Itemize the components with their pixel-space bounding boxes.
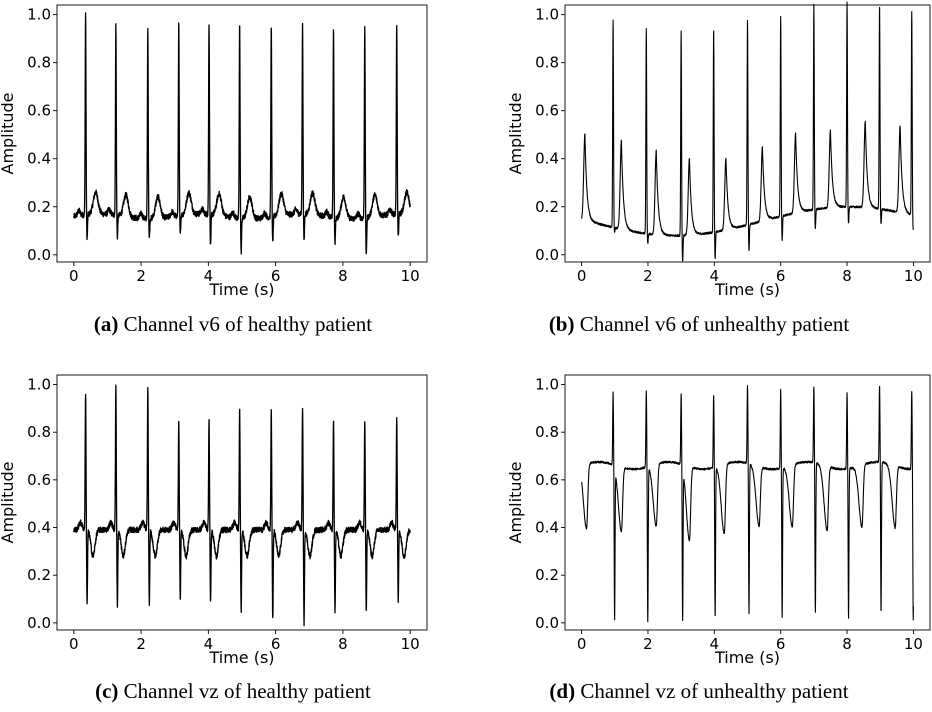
plot-frame-a (56, 4, 428, 263)
x-axis-label-c: Time (s) (208, 648, 274, 667)
y-tick-label-b: 0.6 (535, 102, 559, 120)
y-tick-label-a: 0.8 (27, 54, 51, 72)
y-tick-label-b: 0.2 (535, 198, 559, 216)
y-tick-label-b: 0.8 (535, 54, 559, 72)
y-tick-label-d: 0.6 (535, 471, 559, 489)
x-tick-label-b: 0 (577, 267, 587, 285)
y-axis-label-a: Amplitude (0, 93, 17, 175)
ecg-signal-line-d (581, 385, 914, 623)
caption-b-label: (b) (548, 312, 575, 336)
plot-frame-c (56, 374, 428, 631)
y-axis-label-c: Amplitude (0, 462, 17, 544)
x-axis-label-b: Time (s) (714, 280, 780, 299)
plot-frame-d (564, 374, 931, 631)
y-tick-label-a: 0.4 (27, 150, 51, 168)
x-tick-label-a: 8 (338, 267, 348, 285)
x-tick-label-d: 10 (904, 635, 923, 653)
caption-d-text: Channel vz of unhealthy patient (580, 679, 849, 703)
y-tick-label-b: 1.0 (535, 6, 559, 24)
caption-a-label: (a) (93, 312, 119, 336)
x-tick-label-d: 8 (842, 635, 852, 653)
x-tick-label-c: 8 (338, 635, 348, 653)
x-tick-label-b: 10 (904, 267, 923, 285)
caption-c-label: (c) (95, 679, 119, 703)
x-tick-label-c: 2 (136, 635, 146, 653)
y-tick-label-a: 0.2 (27, 198, 51, 216)
ecg-signal-line-c (73, 384, 411, 627)
caption-c-text: Channel vz of healthy patient (123, 679, 371, 703)
x-tick-label-c: 4 (204, 635, 214, 653)
y-axis-label-b: Amplitude (506, 93, 525, 175)
x-tick-label-b: 4 (710, 267, 720, 285)
y-tick-label-c: 0.6 (27, 471, 51, 489)
y-tick-label-a: 1.0 (27, 6, 51, 24)
y-tick-label-d: 0.2 (535, 566, 559, 584)
caption-a-text: Channel v6 of healthy patient (123, 312, 373, 336)
x-tick-label-a: 2 (136, 267, 146, 285)
y-tick-label-c: 0.2 (27, 566, 51, 584)
y-tick-label-a: 0.6 (27, 102, 51, 120)
y-tick-label-d: 0.0 (535, 614, 559, 632)
ecg-signal-line-b (581, 1, 914, 262)
x-tick-label-d: 6 (776, 635, 786, 653)
x-axis-label-d: Time (s) (714, 648, 780, 667)
ecg-signal-line-a (73, 12, 411, 255)
y-tick-label-b: 0.4 (535, 150, 559, 168)
y-axis-label-d: Amplitude (506, 462, 525, 544)
y-tick-label-c: 1.0 (27, 376, 51, 394)
x-axis-label-a: Time (s) (208, 280, 274, 299)
caption-d-label: (d) (549, 679, 576, 703)
caption-d: (d) Channel vz of unhealthy patient (466, 679, 932, 704)
x-tick-label-c: 10 (401, 635, 420, 653)
x-tick-label-d: 0 (577, 635, 587, 653)
y-tick-label-c: 0.8 (27, 423, 51, 441)
y-tick-label-a: 0.0 (27, 246, 51, 264)
y-tick-label-c: 0.0 (27, 614, 51, 632)
x-tick-label-b: 8 (842, 267, 852, 285)
y-tick-label-d: 0.8 (535, 423, 559, 441)
x-tick-label-d: 4 (710, 635, 720, 653)
caption-b: (b) Channel v6 of unhealthy patient (466, 312, 932, 337)
x-tick-label-b: 6 (776, 267, 786, 285)
y-tick-label-d: 1.0 (535, 376, 559, 394)
caption-c: (c) Channel vz of healthy patient (0, 679, 466, 704)
x-tick-label-c: 0 (69, 635, 79, 653)
x-tick-label-b: 2 (643, 267, 653, 285)
y-tick-label-c: 0.4 (27, 519, 51, 537)
caption-b-text: Channel v6 of unhealthy patient (579, 312, 850, 336)
y-tick-label-d: 0.4 (535, 519, 559, 537)
x-tick-label-c: 6 (271, 635, 281, 653)
x-tick-label-a: 6 (271, 267, 281, 285)
caption-a: (a) Channel v6 of healthy patient (0, 312, 466, 337)
x-tick-label-d: 2 (643, 635, 653, 653)
x-tick-label-a: 0 (69, 267, 79, 285)
x-tick-label-a: 10 (401, 267, 420, 285)
x-tick-label-a: 4 (204, 267, 214, 285)
plot-frame-b (564, 4, 931, 263)
y-tick-label-b: 0.0 (535, 246, 559, 264)
